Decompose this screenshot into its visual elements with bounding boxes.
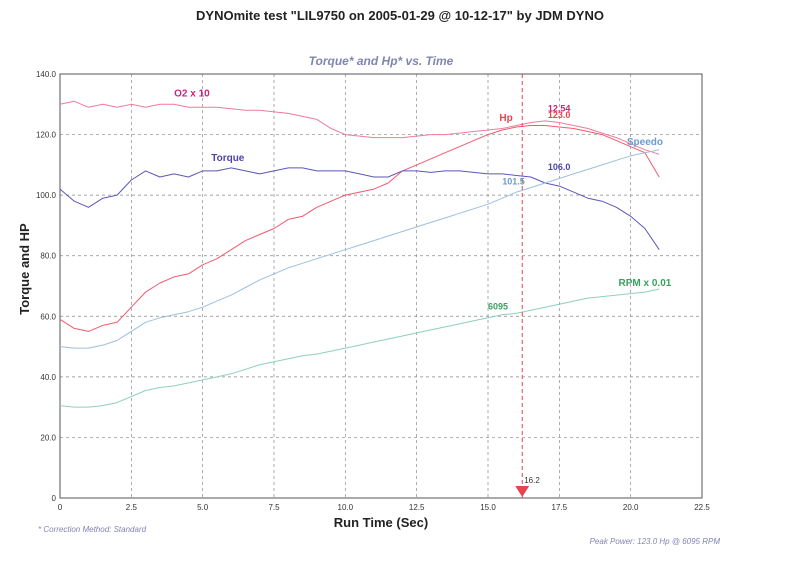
series-lines bbox=[59, 100, 660, 408]
grid bbox=[60, 74, 702, 498]
data-value-label: 101.5 bbox=[502, 177, 525, 187]
chart-subtitle: Torque* and Hp* vs. Time bbox=[308, 54, 454, 68]
x-tick-label: 17.5 bbox=[552, 503, 568, 512]
x-axis-label: Run Time (Sec) bbox=[333, 515, 429, 530]
series-label: O2 x 10 bbox=[174, 89, 210, 100]
y-tick-label: 100.0 bbox=[36, 191, 57, 200]
data-value-label: 6095 bbox=[488, 302, 508, 312]
peak-power-note: Peak Power: 123.0 Hp @ 6095 RPM bbox=[589, 537, 720, 546]
cursor-value-label: 16.2 bbox=[524, 476, 540, 485]
y-tick-label: 140.0 bbox=[36, 70, 57, 79]
series-labels: O2 x 10 Torque Hp Speedo RPM x 0.01 12.54123.… bbox=[174, 89, 672, 312]
y-tick-label: 80.0 bbox=[40, 252, 56, 261]
data-value-label: 12.54 bbox=[548, 103, 571, 113]
series-label: Speedo bbox=[627, 137, 663, 148]
x-tick-label: 10.0 bbox=[338, 503, 354, 512]
y-tick-label: 20.0 bbox=[40, 433, 56, 442]
series-label: Torque bbox=[211, 153, 245, 164]
x-tick-label: 0 bbox=[58, 503, 63, 512]
cursor[interactable]: 16.2 bbox=[515, 74, 540, 498]
series-line-speedo bbox=[59, 149, 660, 349]
y-tick-label: 40.0 bbox=[40, 373, 56, 382]
series-line-rpm-x-0-01 bbox=[59, 288, 660, 408]
x-tick-label: 5.0 bbox=[197, 503, 209, 512]
series-line-o2-x-10 bbox=[59, 100, 660, 155]
x-tick-label: 12.5 bbox=[409, 503, 425, 512]
series-line-torque bbox=[59, 167, 660, 250]
main-title: DYNOmite test "LIL9750 on 2005-01-29 @ 1… bbox=[196, 8, 604, 23]
x-tick-label: 7.5 bbox=[268, 503, 280, 512]
x-tick-label: 20.0 bbox=[623, 503, 639, 512]
series-line-hp bbox=[59, 125, 660, 332]
data-value-label: 123.0 bbox=[548, 110, 571, 120]
y-tick-label: 0 bbox=[52, 494, 57, 503]
correction-method-note: * Correction Method: Standard bbox=[38, 525, 147, 534]
x-tick-label: 2.5 bbox=[126, 503, 138, 512]
x-tick-label: 22.5 bbox=[694, 503, 710, 512]
series-label: RPM x 0.01 bbox=[619, 278, 672, 289]
y-tick-label: 60.0 bbox=[40, 312, 56, 321]
plot-frame bbox=[59, 73, 703, 499]
series-label: Hp bbox=[499, 113, 512, 124]
x-tick-label: 15.0 bbox=[480, 503, 496, 512]
data-value-label: 106.0 bbox=[548, 162, 571, 172]
cursor-marker-icon[interactable] bbox=[515, 486, 530, 497]
tick-labels: 0 2.5 5.0 7.5 10.0 12.5 15.0 17.5 20.0 22.5 0 20.0 4… bbox=[36, 70, 710, 512]
y-tick-label: 120.0 bbox=[36, 131, 57, 140]
